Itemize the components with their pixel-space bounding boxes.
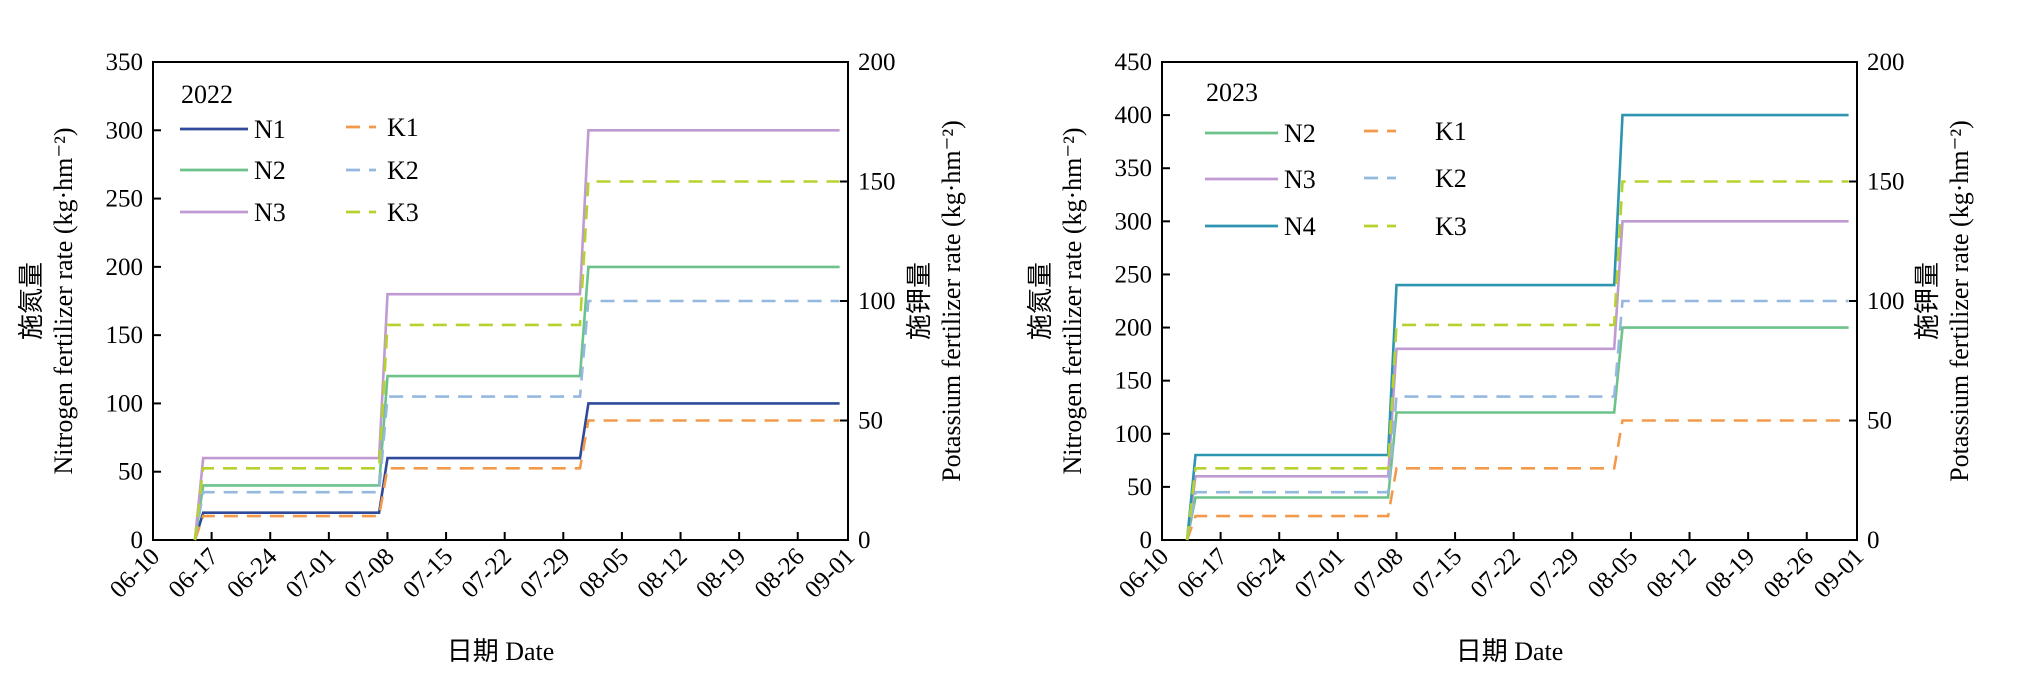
- x-tick-label: 07-08: [1348, 543, 1408, 603]
- chart-panel-2022: 05010015020025030035005010015020006-1006…: [17, 49, 966, 666]
- legend-label-K3: K3: [1435, 212, 1467, 241]
- series-line-K3: [1185, 180, 1849, 541]
- legend-label-K3: K3: [387, 198, 419, 227]
- y-left-tick-label: 350: [106, 49, 144, 76]
- x-tick-label: 08-12: [1641, 543, 1701, 603]
- panel-label: 2022: [181, 80, 233, 109]
- y-left-tick-label: 300: [1115, 208, 1153, 235]
- panel-label: 2023: [1206, 78, 1258, 107]
- legend-label-N3: N3: [254, 198, 286, 227]
- series-line-N2: [193, 265, 840, 541]
- x-axis-title: 日期 Date: [1456, 637, 1564, 666]
- x-tick-label: 08-26: [750, 543, 810, 603]
- y-right-tick-label: 100: [1867, 288, 1905, 315]
- legend-label-K2: K2: [387, 156, 419, 185]
- y-left-tick-label: 250: [106, 186, 144, 213]
- x-tick-label: 07-15: [398, 543, 458, 603]
- y-right-tick-label: 200: [1867, 49, 1905, 76]
- series-line-K2: [1185, 299, 1849, 541]
- y-left-tick-label: 250: [1115, 261, 1153, 288]
- y-left-tick-label: 150: [106, 322, 144, 349]
- y-right-tick-label: 100: [858, 288, 896, 315]
- y-right-tick-label: 0: [1867, 527, 1880, 554]
- legend-label-N4: N4: [1284, 212, 1316, 241]
- y-right-axis-title-en: Potassium fertilizer rate (kg·hm⁻²): [937, 120, 966, 482]
- y-left-tick-label: 400: [1115, 102, 1153, 129]
- x-tick-label: 07-01: [281, 543, 341, 603]
- x-tick-label: 06-24: [1231, 543, 1292, 604]
- y-left-tick-label: 300: [106, 117, 144, 144]
- series-line-K3: [193, 180, 840, 541]
- x-tick-label: 07-08: [339, 543, 399, 603]
- x-tick-label: 08-19: [1700, 543, 1760, 603]
- x-tick-label: 08-26: [1759, 543, 1819, 603]
- x-tick-label: 09-01: [1809, 543, 1869, 603]
- x-tick-label: 07-29: [1524, 543, 1584, 603]
- legend-label-K1: K1: [1435, 117, 1467, 146]
- x-axis-title: 日期 Date: [447, 637, 555, 666]
- y-right-tick-label: 150: [858, 169, 896, 196]
- x-tick-label: 08-05: [1583, 543, 1643, 603]
- y-left-axis-title-cn: 施氮量: [1026, 262, 1055, 340]
- legend-label-N3: N3: [1284, 165, 1316, 194]
- y-left-tick-label: 150: [1115, 368, 1153, 395]
- x-tick-label: 09-01: [800, 543, 860, 603]
- x-tick-label: 06-17: [164, 543, 224, 603]
- y-right-axis-title-en: Potassium fertilizer rate (kg·hm⁻²): [1945, 120, 1974, 482]
- chart-panel-2023: 0 50 100 150 200 250 300 350 400 450 0 50 100 150 200 0…: [1026, 49, 1974, 666]
- x-tick-label: 08-19: [691, 543, 751, 603]
- x-tick-label: 07-15: [1407, 543, 1467, 603]
- y-left-tick-label: 50: [118, 459, 143, 486]
- y-left-tick-label: 0: [131, 527, 144, 554]
- legend-label-N1: N1: [254, 115, 286, 144]
- y-left-tick-label: 50: [1127, 474, 1152, 501]
- series-line-N4: [1185, 113, 1849, 541]
- series-line-K1: [193, 419, 840, 541]
- y-right-tick-label: 50: [858, 408, 883, 435]
- y-right-axis-title-cn: 施钾量: [1913, 262, 1942, 340]
- y-left-axis-title-en: Nitrogen fertilizer rate (kg·hm⁻²): [1058, 127, 1087, 474]
- legend-label-N2: N2: [1284, 119, 1316, 148]
- y-left-tick-label: 450: [1115, 49, 1153, 76]
- y-left-tick-label: 200: [1115, 315, 1153, 342]
- x-tick-label: 07-01: [1290, 543, 1350, 603]
- y-right-tick-label: 150: [1867, 169, 1905, 196]
- series-line-N3: [1185, 220, 1849, 541]
- y-left-axis-title-cn: 施氮量: [17, 262, 46, 340]
- y-right-tick-label: 200: [858, 49, 896, 76]
- y-right-tick-label: 50: [1867, 408, 1892, 435]
- x-tick-label: 08-05: [574, 543, 634, 603]
- x-tick-label: 07-29: [515, 543, 575, 603]
- x-tick-label: 06-24: [222, 543, 283, 604]
- y-right-tick-label: 0: [858, 527, 871, 554]
- legend-label-N2: N2: [254, 156, 286, 185]
- x-tick-label: 06-17: [1173, 543, 1233, 603]
- y-left-tick-label: 0: [1140, 527, 1153, 554]
- series-line-N2: [1185, 326, 1849, 541]
- y-left-tick-label: 200: [106, 254, 144, 281]
- x-tick-label: 07-22: [457, 543, 517, 603]
- y-right-axis-title-cn: 施钾量: [905, 262, 934, 340]
- y-left-axis-title-en: Nitrogen fertilizer rate (kg·hm⁻²): [49, 127, 78, 474]
- x-tick-label: 08-12: [632, 543, 692, 603]
- y-left-tick-label: 350: [1115, 155, 1153, 182]
- series-line-N3: [193, 129, 840, 541]
- x-tick-label: 07-22: [1466, 543, 1526, 603]
- legend-label-K2: K2: [1435, 164, 1467, 193]
- y-left-tick-label: 100: [106, 390, 144, 417]
- series-line-K2: [193, 299, 840, 541]
- series-line-K1: [1185, 419, 1849, 541]
- legend-label-K1: K1: [387, 113, 419, 142]
- y-left-tick-label: 100: [1115, 421, 1153, 448]
- series-line-N1: [193, 402, 840, 541]
